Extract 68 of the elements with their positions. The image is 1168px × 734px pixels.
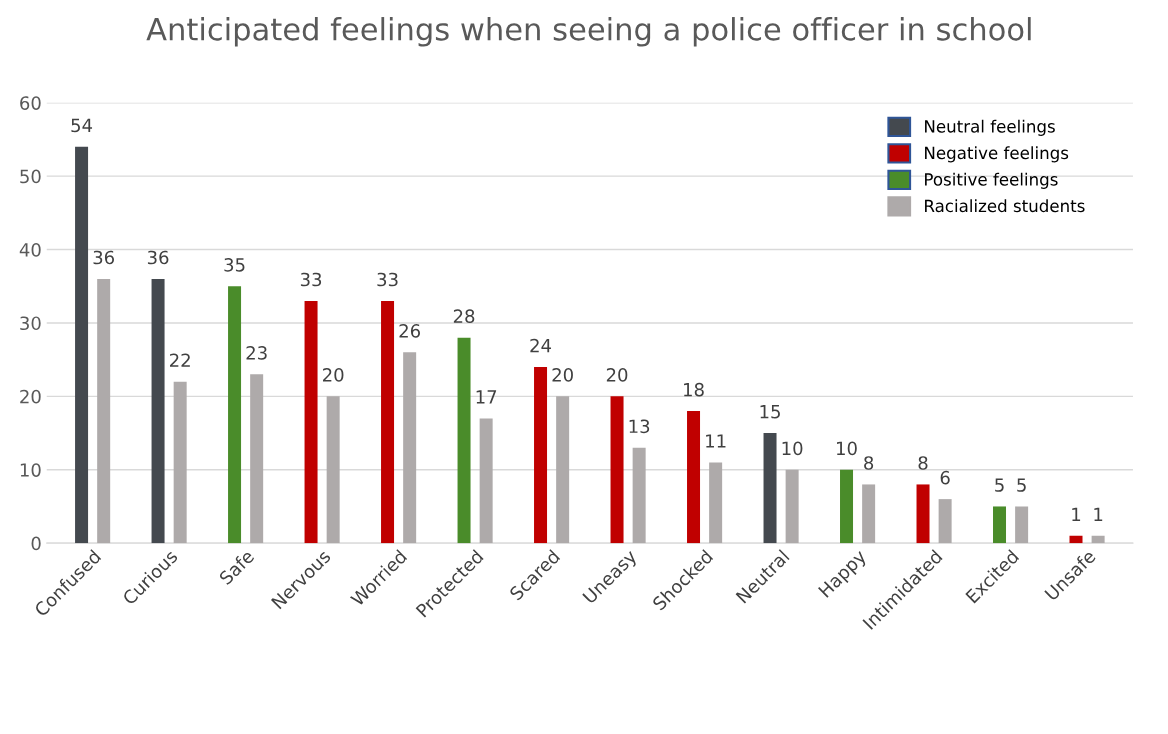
data-label: 23 <box>246 346 267 360</box>
data-label: 5 <box>1017 478 1026 492</box>
y-tick-label: 60 <box>20 96 41 110</box>
bar <box>610 396 624 544</box>
data-label: 35 <box>224 257 245 272</box>
data-label: 20 <box>606 368 628 382</box>
legend-label: Racialized students <box>925 199 1085 213</box>
data-label: 8 <box>918 456 928 470</box>
bar <box>1091 535 1105 544</box>
bar <box>1069 535 1083 544</box>
data-label: 26 <box>399 324 420 338</box>
data-label: 6 <box>940 470 950 485</box>
bar <box>326 396 340 544</box>
legend-label: Positive feelings <box>925 172 1058 189</box>
bar <box>840 469 854 544</box>
bar <box>709 462 723 544</box>
bar <box>403 352 417 544</box>
data-label: 33 <box>300 272 322 287</box>
bar <box>1015 506 1029 544</box>
data-label: 13 <box>629 419 650 434</box>
y-tick-label: 50 <box>20 169 41 184</box>
data-label: 17 <box>476 390 497 404</box>
bar <box>785 469 799 544</box>
data-label: 20 <box>322 368 344 382</box>
bar <box>304 300 318 544</box>
data-label: 5 <box>995 478 1004 492</box>
data-label: 10 <box>837 441 857 456</box>
bar <box>151 278 165 544</box>
data-label: 28 <box>453 309 475 324</box>
bar <box>381 300 395 544</box>
legend-label: Neutral feelings <box>925 119 1055 136</box>
bar <box>75 146 89 544</box>
bar <box>862 484 876 544</box>
bar <box>479 418 493 544</box>
data-label: 22 <box>170 353 190 367</box>
bar <box>632 447 646 544</box>
bar <box>916 484 930 544</box>
y-tick-label: 10 <box>20 463 41 477</box>
data-label: 1 <box>1072 507 1081 521</box>
bar <box>173 381 187 544</box>
bar <box>457 337 471 544</box>
bar <box>250 374 264 544</box>
data-label: 1 <box>1094 507 1103 521</box>
data-label: 10 <box>782 441 803 456</box>
bar <box>97 278 111 544</box>
bar <box>938 499 952 544</box>
bar <box>556 396 570 544</box>
data-label: 11 <box>706 434 726 448</box>
legend-label: Negative feelings <box>925 146 1069 163</box>
data-label: 15 <box>760 405 780 419</box>
data-label: 8 <box>864 456 874 470</box>
y-tick-label: 30 <box>20 316 41 331</box>
bar <box>228 286 242 544</box>
chart-title: Anticipated feelings when seeing a police officer in school <box>146 17 1031 47</box>
data-label: 18 <box>684 382 704 397</box>
y-tick-label: 0 <box>31 536 41 551</box>
bar <box>993 506 1007 544</box>
data-label: 36 <box>147 250 169 265</box>
data-label: 33 <box>377 272 398 287</box>
bar <box>763 433 777 544</box>
y-tick-label: 20 <box>20 389 41 404</box>
data-label: 36 <box>93 250 115 265</box>
data-label: 20 <box>552 368 573 382</box>
bar <box>687 411 701 544</box>
data-label: 54 <box>71 118 93 133</box>
y-tick-label: 40 <box>19 243 41 257</box>
data-label: 24 <box>530 338 552 353</box>
bar <box>534 367 548 544</box>
